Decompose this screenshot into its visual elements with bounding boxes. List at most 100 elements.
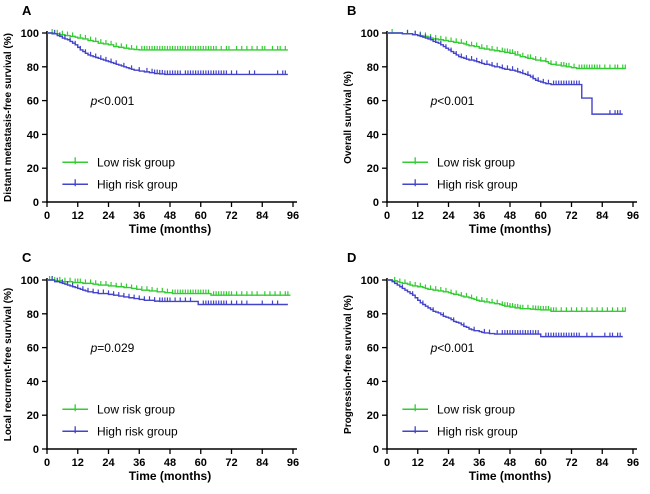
x-tick-label: 96 <box>627 210 639 222</box>
panel-letter: C <box>22 250 32 265</box>
x-tick-label: 24 <box>102 457 115 469</box>
x-tick-label: 24 <box>442 457 455 469</box>
p-value-annotation: p=0.029 <box>90 341 135 355</box>
legend-label: Low risk group <box>437 402 515 416</box>
x-tick-label: 0 <box>44 210 50 222</box>
x-tick-label: 36 <box>133 210 145 222</box>
x-tick-label: 60 <box>195 210 207 222</box>
p-value-annotation: p<0.001 <box>430 341 475 355</box>
x-axis-title: Time (months) <box>469 222 551 236</box>
panel-a: A 0 20 40 60 80 100 0 12 24 36 48 60 72 84 96 Distant me… <box>0 0 325 247</box>
panel-letter: A <box>22 3 32 18</box>
y-axis-title: Overall survival (%) <box>343 71 354 164</box>
y-tick-label: 60 <box>27 96 39 108</box>
x-tick-label: 96 <box>627 457 639 469</box>
x-tick-label: 12 <box>412 457 424 469</box>
y-tick-label: 100 <box>21 275 39 287</box>
panel-letter: B <box>347 3 356 18</box>
y-tick-label: 0 <box>373 197 379 209</box>
y-tick-label: 20 <box>27 163 39 175</box>
x-tick-label: 36 <box>133 457 145 469</box>
p-value-rest: <0.001 <box>437 341 474 355</box>
p-value-rest: <0.001 <box>97 94 134 108</box>
legend-label: High risk group <box>97 177 178 191</box>
chart-local-recurrent-free-survival: C 0 20 40 60 80 100 0 12 24 36 48 60 72 84 96 Local recu… <box>3 250 299 483</box>
p-value-italic: p <box>430 94 438 108</box>
legend-label: Low risk group <box>97 402 175 416</box>
x-tick-label: 48 <box>504 210 516 222</box>
x-axis-title: Time (months) <box>129 222 211 236</box>
y-axis-title: Local recurrent-free survival (%) <box>3 288 14 441</box>
chart-distant-metastasis-free-survival: A 0 20 40 60 80 100 0 12 24 36 48 60 72 84 96 Distant me… <box>3 3 299 236</box>
y-tick-label: 40 <box>367 129 379 141</box>
legend-label: Low risk group <box>437 155 515 169</box>
panel-b: B 0 20 40 60 80 100 0 12 24 36 48 60 72 84 96 Overall su… <box>325 0 650 247</box>
y-axis-title: Distant metastasis-free survival (%) <box>3 33 14 202</box>
p-value-rest: <0.001 <box>437 94 474 108</box>
p-value-annotation: p<0.001 <box>90 94 135 108</box>
x-tick-label: 0 <box>44 457 50 469</box>
x-tick-label: 24 <box>102 210 115 222</box>
x-tick-label: 24 <box>442 210 455 222</box>
y-tick-label: 80 <box>367 309 379 321</box>
panel-letter: D <box>347 250 356 265</box>
x-tick-label: 60 <box>195 457 207 469</box>
x-tick-label: 60 <box>535 457 547 469</box>
x-tick-label: 84 <box>596 457 609 469</box>
panel-c: C 0 20 40 60 80 100 0 12 24 36 48 60 72 84 96 Local recu… <box>0 247 325 494</box>
survival-curve-low-risk <box>47 279 291 296</box>
x-tick-label: 0 <box>384 210 390 222</box>
p-value-rest: =0.029 <box>97 341 134 355</box>
x-tick-label: 12 <box>412 210 424 222</box>
x-axis-title: Time (months) <box>469 469 551 483</box>
y-tick-label: 20 <box>367 163 379 175</box>
y-tick-label: 100 <box>21 28 39 40</box>
x-tick-label: 36 <box>473 457 485 469</box>
x-tick-label: 96 <box>287 457 299 469</box>
y-tick-label: 60 <box>27 343 39 355</box>
x-tick-label: 96 <box>287 210 299 222</box>
y-tick-label: 0 <box>373 444 379 456</box>
y-tick-label: 0 <box>33 444 39 456</box>
x-tick-label: 72 <box>565 457 577 469</box>
x-tick-label: 84 <box>256 210 269 222</box>
y-tick-label: 40 <box>27 376 39 388</box>
x-tick-label: 48 <box>504 457 516 469</box>
y-tick-label: 40 <box>367 376 379 388</box>
y-tick-label: 80 <box>367 62 379 74</box>
chart-progression-free-survival: D 0 20 40 60 80 100 0 12 24 36 48 60 72 84 96 Progressio… <box>343 250 639 483</box>
y-tick-label: 20 <box>27 410 39 422</box>
x-tick-label: 84 <box>256 457 269 469</box>
survival-curve-low-risk <box>387 279 626 312</box>
y-tick-label: 40 <box>27 129 39 141</box>
legend-label: High risk group <box>437 177 518 191</box>
y-tick-label: 80 <box>27 62 39 74</box>
x-tick-label: 84 <box>596 210 609 222</box>
panel-d: D 0 20 40 60 80 100 0 12 24 36 48 60 72 84 96 Progressio… <box>325 247 650 494</box>
x-tick-label: 0 <box>384 457 390 469</box>
survival-curve-high-risk <box>387 32 623 115</box>
p-value-italic: p <box>90 94 98 108</box>
y-tick-label: 60 <box>367 343 379 355</box>
x-tick-label: 48 <box>164 457 176 469</box>
legend-label: Low risk group <box>97 155 175 169</box>
chart-overall-survival: B 0 20 40 60 80 100 0 12 24 36 48 60 72 84 96 Overall su… <box>343 3 639 236</box>
p-value-italic: p <box>430 341 438 355</box>
p-value-annotation: p<0.001 <box>430 94 475 108</box>
y-tick-label: 0 <box>33 197 39 209</box>
survival-curve-low-risk <box>387 32 626 70</box>
x-axis-title: Time (months) <box>129 469 211 483</box>
x-tick-label: 36 <box>473 210 485 222</box>
y-axis-title: Progression-free survival (%) <box>343 295 354 434</box>
p-value-italic: p <box>90 341 98 355</box>
y-tick-label: 60 <box>367 96 379 108</box>
y-tick-label: 100 <box>361 28 379 40</box>
y-tick-label: 80 <box>27 309 39 321</box>
y-tick-label: 20 <box>367 410 379 422</box>
x-tick-label: 48 <box>164 210 176 222</box>
x-tick-label: 72 <box>225 457 237 469</box>
x-tick-label: 12 <box>72 210 84 222</box>
x-tick-label: 12 <box>72 457 84 469</box>
